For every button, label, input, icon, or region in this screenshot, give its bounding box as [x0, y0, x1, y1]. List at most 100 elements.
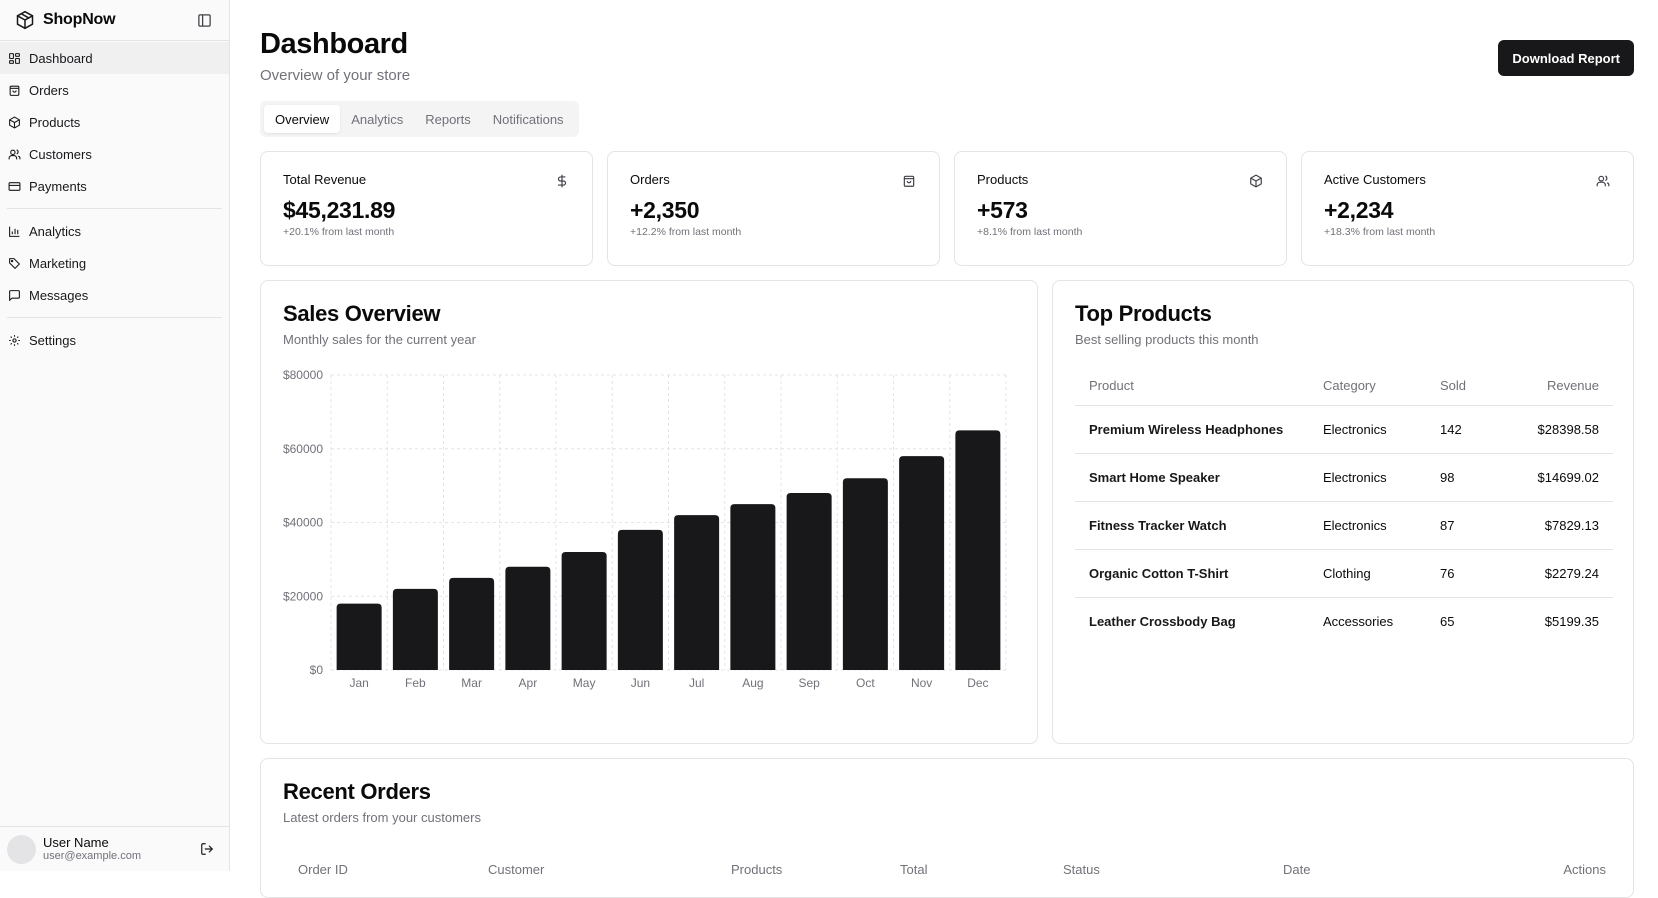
- nav-divider: [7, 317, 222, 318]
- column-header-revenue[interactable]: Revenue: [1512, 367, 1613, 406]
- avatar[interactable]: [7, 834, 36, 864]
- cell-revenue: $2279.24: [1512, 549, 1613, 598]
- tab-notifications[interactable]: Notifications: [492, 111, 564, 127]
- column-header-product[interactable]: Product: [1075, 367, 1323, 406]
- cell-category: Electronics: [1323, 501, 1440, 550]
- sidebar-item-payments[interactable]: Payments: [0, 170, 229, 202]
- x-tick-label: Jan: [349, 676, 368, 690]
- table-row[interactable]: Organic Cotton T-Shirt Clothing 76 $2279…: [1075, 549, 1613, 598]
- column-header-status[interactable]: Status: [1063, 862, 1100, 877]
- orders-table-header: Order ID Customer Products Total Status …: [298, 862, 1620, 882]
- y-tick-label: $80000: [283, 368, 323, 382]
- x-tick-label: Nov: [911, 676, 932, 690]
- tab-analytics[interactable]: Analytics: [351, 111, 404, 127]
- stat-card-orders: Orders +2,350 +12.2% from last month: [607, 151, 940, 266]
- column-header-products[interactable]: Products: [731, 862, 783, 877]
- bar-apr: [505, 566, 551, 670]
- cell-category: Accessories: [1323, 613, 1394, 629]
- y-tick-label: $60000: [283, 442, 323, 456]
- top-products-table: Product Category Sold Revenue Premium Wi…: [1075, 367, 1613, 645]
- users-icon: [1595, 173, 1611, 189]
- cell-revenue: $14699.02: [1512, 453, 1613, 502]
- card-subtitle: Monthly sales for the current year: [283, 332, 476, 347]
- stat-title: Total Revenue: [283, 172, 367, 187]
- brand-name: ShopNow: [43, 11, 116, 28]
- card-subtitle: Best selling products this month: [1075, 332, 1259, 347]
- table-row[interactable]: Fitness Tracker Watch Electronics 87 $78…: [1075, 501, 1613, 550]
- cell-product: Smart Home Speaker: [1075, 453, 1323, 502]
- sidebar-item-label: Payments: [29, 178, 87, 194]
- package-icon: [1248, 173, 1264, 189]
- cell-sold: 98: [1440, 453, 1512, 502]
- top-products-card: Top Products Best selling products this …: [1052, 280, 1634, 744]
- table-row[interactable]: Premium Wireless Headphones Electronics …: [1075, 405, 1613, 454]
- stat-title: Orders: [630, 172, 670, 187]
- sidebar-item-customers[interactable]: Customers: [0, 138, 229, 170]
- bar-chart-icon: [7, 224, 22, 239]
- x-tick-label: Jun: [631, 676, 650, 690]
- recent-orders-card: Recent Orders Latest orders from your cu…: [260, 758, 1634, 898]
- sidebar-item-dashboard[interactable]: Dashboard: [0, 42, 229, 74]
- card-title: Recent Orders: [283, 779, 431, 804]
- sales-overview-card: $0 $20000 $40000 $60000 $80000 Jan Feb Mar Apr Ma…: [260, 280, 1038, 744]
- cell-sold: 76: [1440, 549, 1512, 598]
- x-tick-label: Apr: [519, 676, 538, 690]
- nav-divider: [7, 208, 222, 209]
- tab-list: Overview Analytics Reports Notifications: [260, 101, 579, 137]
- sidebar-item-messages[interactable]: Messages: [0, 279, 229, 311]
- column-header-order-id[interactable]: Order ID: [298, 862, 348, 877]
- credit-card-icon: [7, 179, 22, 194]
- bar-jul: [674, 515, 720, 670]
- stat-change: +12.2% from last month: [630, 226, 742, 238]
- sidebar-toggle-icon[interactable]: [193, 9, 215, 31]
- column-header-total[interactable]: Total: [900, 862, 928, 877]
- cell-product: Organic Cotton T-Shirt: [1075, 549, 1323, 598]
- x-tick-label: Feb: [405, 676, 426, 690]
- download-report-button[interactable]: Download Report: [1498, 40, 1634, 76]
- card-title: Top Products: [1075, 301, 1212, 326]
- column-header-category[interactable]: Category: [1323, 367, 1440, 406]
- sidebar-item-label: Settings: [29, 332, 76, 348]
- column-header-date[interactable]: Date: [1283, 862, 1311, 877]
- column-header-customer[interactable]: Customer: [488, 862, 545, 877]
- sidebar-item-products[interactable]: Products: [0, 106, 229, 138]
- cell-revenue: $7829.13: [1512, 501, 1613, 550]
- sidebar-item-settings[interactable]: Settings: [0, 324, 229, 356]
- stat-title: Products: [977, 172, 1029, 187]
- user-info: User Name user@example.com: [43, 835, 141, 863]
- x-tick-label: Jul: [689, 676, 704, 690]
- table-row[interactable]: Leather Crossbody Bag Accessories 65 $51…: [1075, 597, 1613, 645]
- stat-change: +8.1% from last month: [977, 226, 1083, 238]
- users-icon: [7, 147, 22, 162]
- user-name: User Name: [43, 835, 109, 850]
- sales-bar-chart: $0 $20000 $40000 $60000 $80000 Jan Feb Mar Apr Ma…: [283, 368, 1007, 690]
- bar-sep: [786, 493, 832, 670]
- column-header-actions[interactable]: Actions: [1563, 862, 1606, 877]
- bar-nov: [899, 456, 945, 670]
- sidebar-item-label: Orders: [29, 82, 69, 98]
- column-header-sold[interactable]: Sold: [1440, 367, 1512, 406]
- stat-value: $45,231.89: [283, 197, 396, 223]
- logout-icon[interactable]: [198, 840, 216, 858]
- message-square-icon: [7, 288, 22, 303]
- stat-card-products: Products +573 +8.1% from last month: [954, 151, 1287, 266]
- tab-reports[interactable]: Reports: [425, 111, 471, 127]
- bar-oct: [842, 478, 888, 670]
- tab-overview[interactable]: Overview: [264, 105, 341, 133]
- stat-card-revenue: Total Revenue $45,231.89 +20.1% from las…: [260, 151, 593, 266]
- x-tick-label: Mar: [461, 676, 482, 690]
- x-tick-label: May: [573, 676, 596, 690]
- user-email: user@example.com: [43, 850, 141, 862]
- stat-title: Active Customers: [1324, 172, 1426, 187]
- bar-feb: [392, 588, 438, 670]
- cell-product: Fitness Tracker Watch: [1075, 501, 1323, 550]
- table-row[interactable]: Smart Home Speaker Electronics 98 $14699…: [1075, 453, 1613, 502]
- dollar-icon: [554, 173, 570, 189]
- x-tick-label: Sep: [798, 676, 820, 690]
- sidebar-item-marketing[interactable]: Marketing: [0, 247, 229, 279]
- stats-row: Total Revenue $45,231.89 +20.1% from las…: [260, 151, 1634, 266]
- bar-may: [561, 552, 607, 670]
- sidebar-item-orders[interactable]: Orders: [0, 74, 229, 106]
- package-logo-icon: [14, 9, 36, 31]
- sidebar-item-analytics[interactable]: Analytics: [0, 215, 229, 247]
